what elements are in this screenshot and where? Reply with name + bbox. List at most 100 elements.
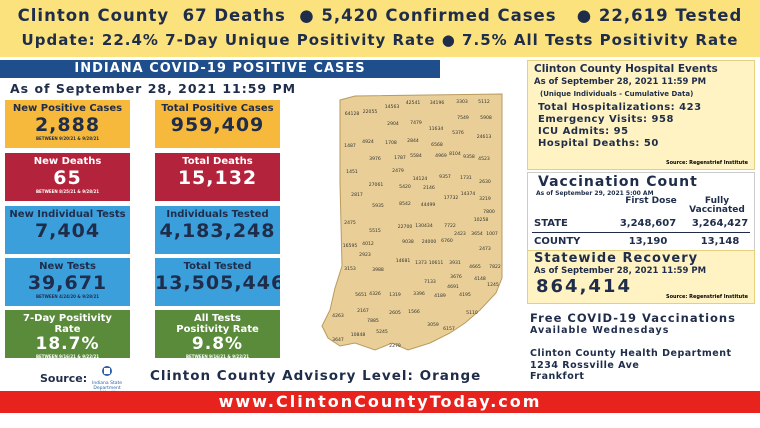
stat-tile: Total Deaths 15,132 bbox=[155, 153, 280, 201]
county-label: 1487 bbox=[344, 143, 356, 149]
county-label: 3654 bbox=[471, 231, 483, 237]
hospital-lines: Total Hospitalizations: 423 Emergency Vis… bbox=[538, 102, 744, 150]
county-label: 2167 bbox=[357, 308, 369, 314]
county-label: 8542 bbox=[399, 201, 411, 207]
vaccine-cell: COUNTY bbox=[534, 236, 581, 247]
recovery-source: Source: Regenstrief Institute bbox=[665, 294, 748, 300]
county-label: 5515 bbox=[369, 228, 381, 234]
stat-tile: Total Tested 13,505,446 bbox=[155, 258, 280, 306]
map: 64128 22055 14563 42541 34196 3303 5112 2904 747… bbox=[321, 93, 503, 351]
vaccine-as-of: As of September 29, 2021 5:00 AM bbox=[536, 190, 654, 197]
hospital-as-of: As of September 28, 2021 11:59 PM bbox=[534, 77, 707, 87]
divider bbox=[532, 232, 750, 233]
county-label: 2844 bbox=[407, 138, 419, 144]
tile-label: New Positive Cases bbox=[12, 103, 123, 114]
county-label: 7133 bbox=[424, 279, 436, 285]
county-label: 6568 bbox=[431, 142, 443, 148]
tile-value: 4,183,248 bbox=[159, 220, 276, 242]
county-label: 3396 bbox=[413, 291, 425, 297]
county-label: 3303 bbox=[456, 99, 468, 105]
tile-value: 9.8% bbox=[191, 334, 244, 354]
county-label: 2479 bbox=[392, 168, 404, 174]
county-label: 7479 bbox=[410, 120, 422, 126]
tile-note: BETWEEN 9/16/21 & 9/22/21 bbox=[35, 354, 100, 358]
stat-tile: New Tests 39,671 BETWEEN 4/24/20 & 9/28/21 bbox=[5, 258, 130, 306]
tile-note: BETWEEN 9/20/21 & 9/28/21 bbox=[35, 136, 100, 141]
vaccine-box: Vaccination Count As of September 29, 20… bbox=[527, 172, 755, 252]
county-label: 10848 bbox=[351, 332, 366, 338]
recovery-title: Statewide Recovery bbox=[534, 251, 699, 266]
hospital-box: Clinton County Hospital Events As of Sep… bbox=[527, 60, 755, 170]
county-label: 14374 bbox=[461, 191, 476, 197]
county-label: 17732 bbox=[444, 195, 459, 201]
logo-icon bbox=[102, 366, 112, 376]
county-label: 2904 bbox=[387, 121, 399, 127]
county-label: 1319 bbox=[389, 292, 401, 298]
county-label: 2473 bbox=[479, 246, 491, 252]
county-label: 11634 bbox=[429, 126, 444, 132]
county-label: 130434 bbox=[415, 223, 433, 229]
vaccine-cell: 13,190 bbox=[628, 236, 668, 247]
advisory: Clinton County Advisory Level: Orange bbox=[150, 368, 482, 384]
county-label: 2605 bbox=[389, 310, 401, 316]
tile-label: New Deaths bbox=[33, 156, 102, 167]
county-label: 5908 bbox=[480, 115, 492, 121]
vaccine-title: Vaccination Count bbox=[538, 174, 698, 190]
county-label: 5651 bbox=[355, 292, 367, 298]
county-label: 5110 bbox=[466, 310, 478, 316]
county-label: 4969 bbox=[435, 153, 447, 159]
county-label: 7885 bbox=[367, 318, 379, 324]
county-label: 1245 bbox=[487, 282, 499, 288]
tile-label: New Individual Tests bbox=[9, 209, 126, 220]
county-label: 2817 bbox=[351, 192, 363, 198]
hospital-line: Emergency Visits: 958 bbox=[538, 114, 674, 125]
county-label: 10258 bbox=[474, 217, 489, 223]
logo: Indiana State Department of Health bbox=[92, 362, 122, 396]
county-label: 7549 bbox=[457, 115, 469, 121]
tile-label: Total Deaths bbox=[182, 156, 253, 167]
as-of: As of September 28, 2021 11:59 PM bbox=[10, 81, 297, 96]
banner-line: Update: 22.4% 7-Day Unique Positivity Ra… bbox=[21, 31, 739, 49]
tile-label: All Tests Positivity Rate bbox=[176, 313, 259, 335]
county-label: 4263 bbox=[332, 313, 344, 319]
county-label: 2630 bbox=[479, 179, 491, 185]
county-label: 4012 bbox=[362, 241, 374, 247]
hospital-line: Hospital Deaths: 50 bbox=[538, 138, 659, 149]
county-label: 5245 bbox=[376, 329, 388, 335]
col-head: First Dose bbox=[625, 196, 677, 206]
county-label: 1708 bbox=[385, 140, 397, 146]
county-label: 24000 bbox=[422, 239, 437, 245]
source-label: Source: bbox=[40, 372, 88, 385]
vaccine-cell: 3,248,607 bbox=[619, 218, 677, 229]
hospital-title: Clinton County Hospital Events bbox=[534, 63, 718, 75]
county-label: 22700 bbox=[398, 224, 413, 230]
recovery-value: 864,414 bbox=[536, 276, 632, 297]
stat-tile: New Individual Tests 7,404 bbox=[5, 206, 130, 254]
county-label: 5112 bbox=[478, 99, 490, 105]
county-label: 3059 bbox=[427, 322, 439, 328]
tile-value: 7,404 bbox=[34, 220, 101, 242]
banner: Clinton County 67 Deaths ● 5,420 Confirm… bbox=[0, 0, 760, 57]
county-label: 24613 bbox=[477, 134, 492, 140]
hospital-line: ICU Admits: 95 bbox=[538, 126, 629, 137]
info: Free COVID-19 Vaccinations Available Wedn… bbox=[530, 311, 736, 383]
county-label: 2475 bbox=[344, 220, 356, 226]
tile-value: 39,671 bbox=[27, 272, 108, 294]
county-label: 1373 bbox=[415, 260, 427, 266]
stat-tile: Individuals Tested 4,183,248 bbox=[155, 206, 280, 254]
county-label: 5376 bbox=[452, 130, 464, 136]
county-label: 4691 bbox=[447, 284, 459, 290]
spacer bbox=[530, 336, 736, 348]
recovery-as-of: As of September 28, 2021 11:59 PM bbox=[534, 266, 707, 276]
county-label: 4148 bbox=[474, 276, 486, 282]
address-line: 1234 Rossville Ave bbox=[530, 359, 640, 371]
county-label: 4326 bbox=[369, 291, 381, 297]
county-label: 64128 bbox=[345, 111, 360, 117]
county-label: 5584 bbox=[410, 153, 422, 159]
vaccine-cell: 13,148 bbox=[700, 236, 740, 247]
hospital-note: (Unique Individuals - Cumulative Data) bbox=[540, 90, 694, 98]
col-head: Fully Vaccinated bbox=[689, 196, 745, 215]
county-label: 1731 bbox=[460, 175, 472, 181]
vaccine-cell: 3,264,427 bbox=[691, 218, 749, 229]
county-label: 7822 bbox=[489, 264, 501, 270]
